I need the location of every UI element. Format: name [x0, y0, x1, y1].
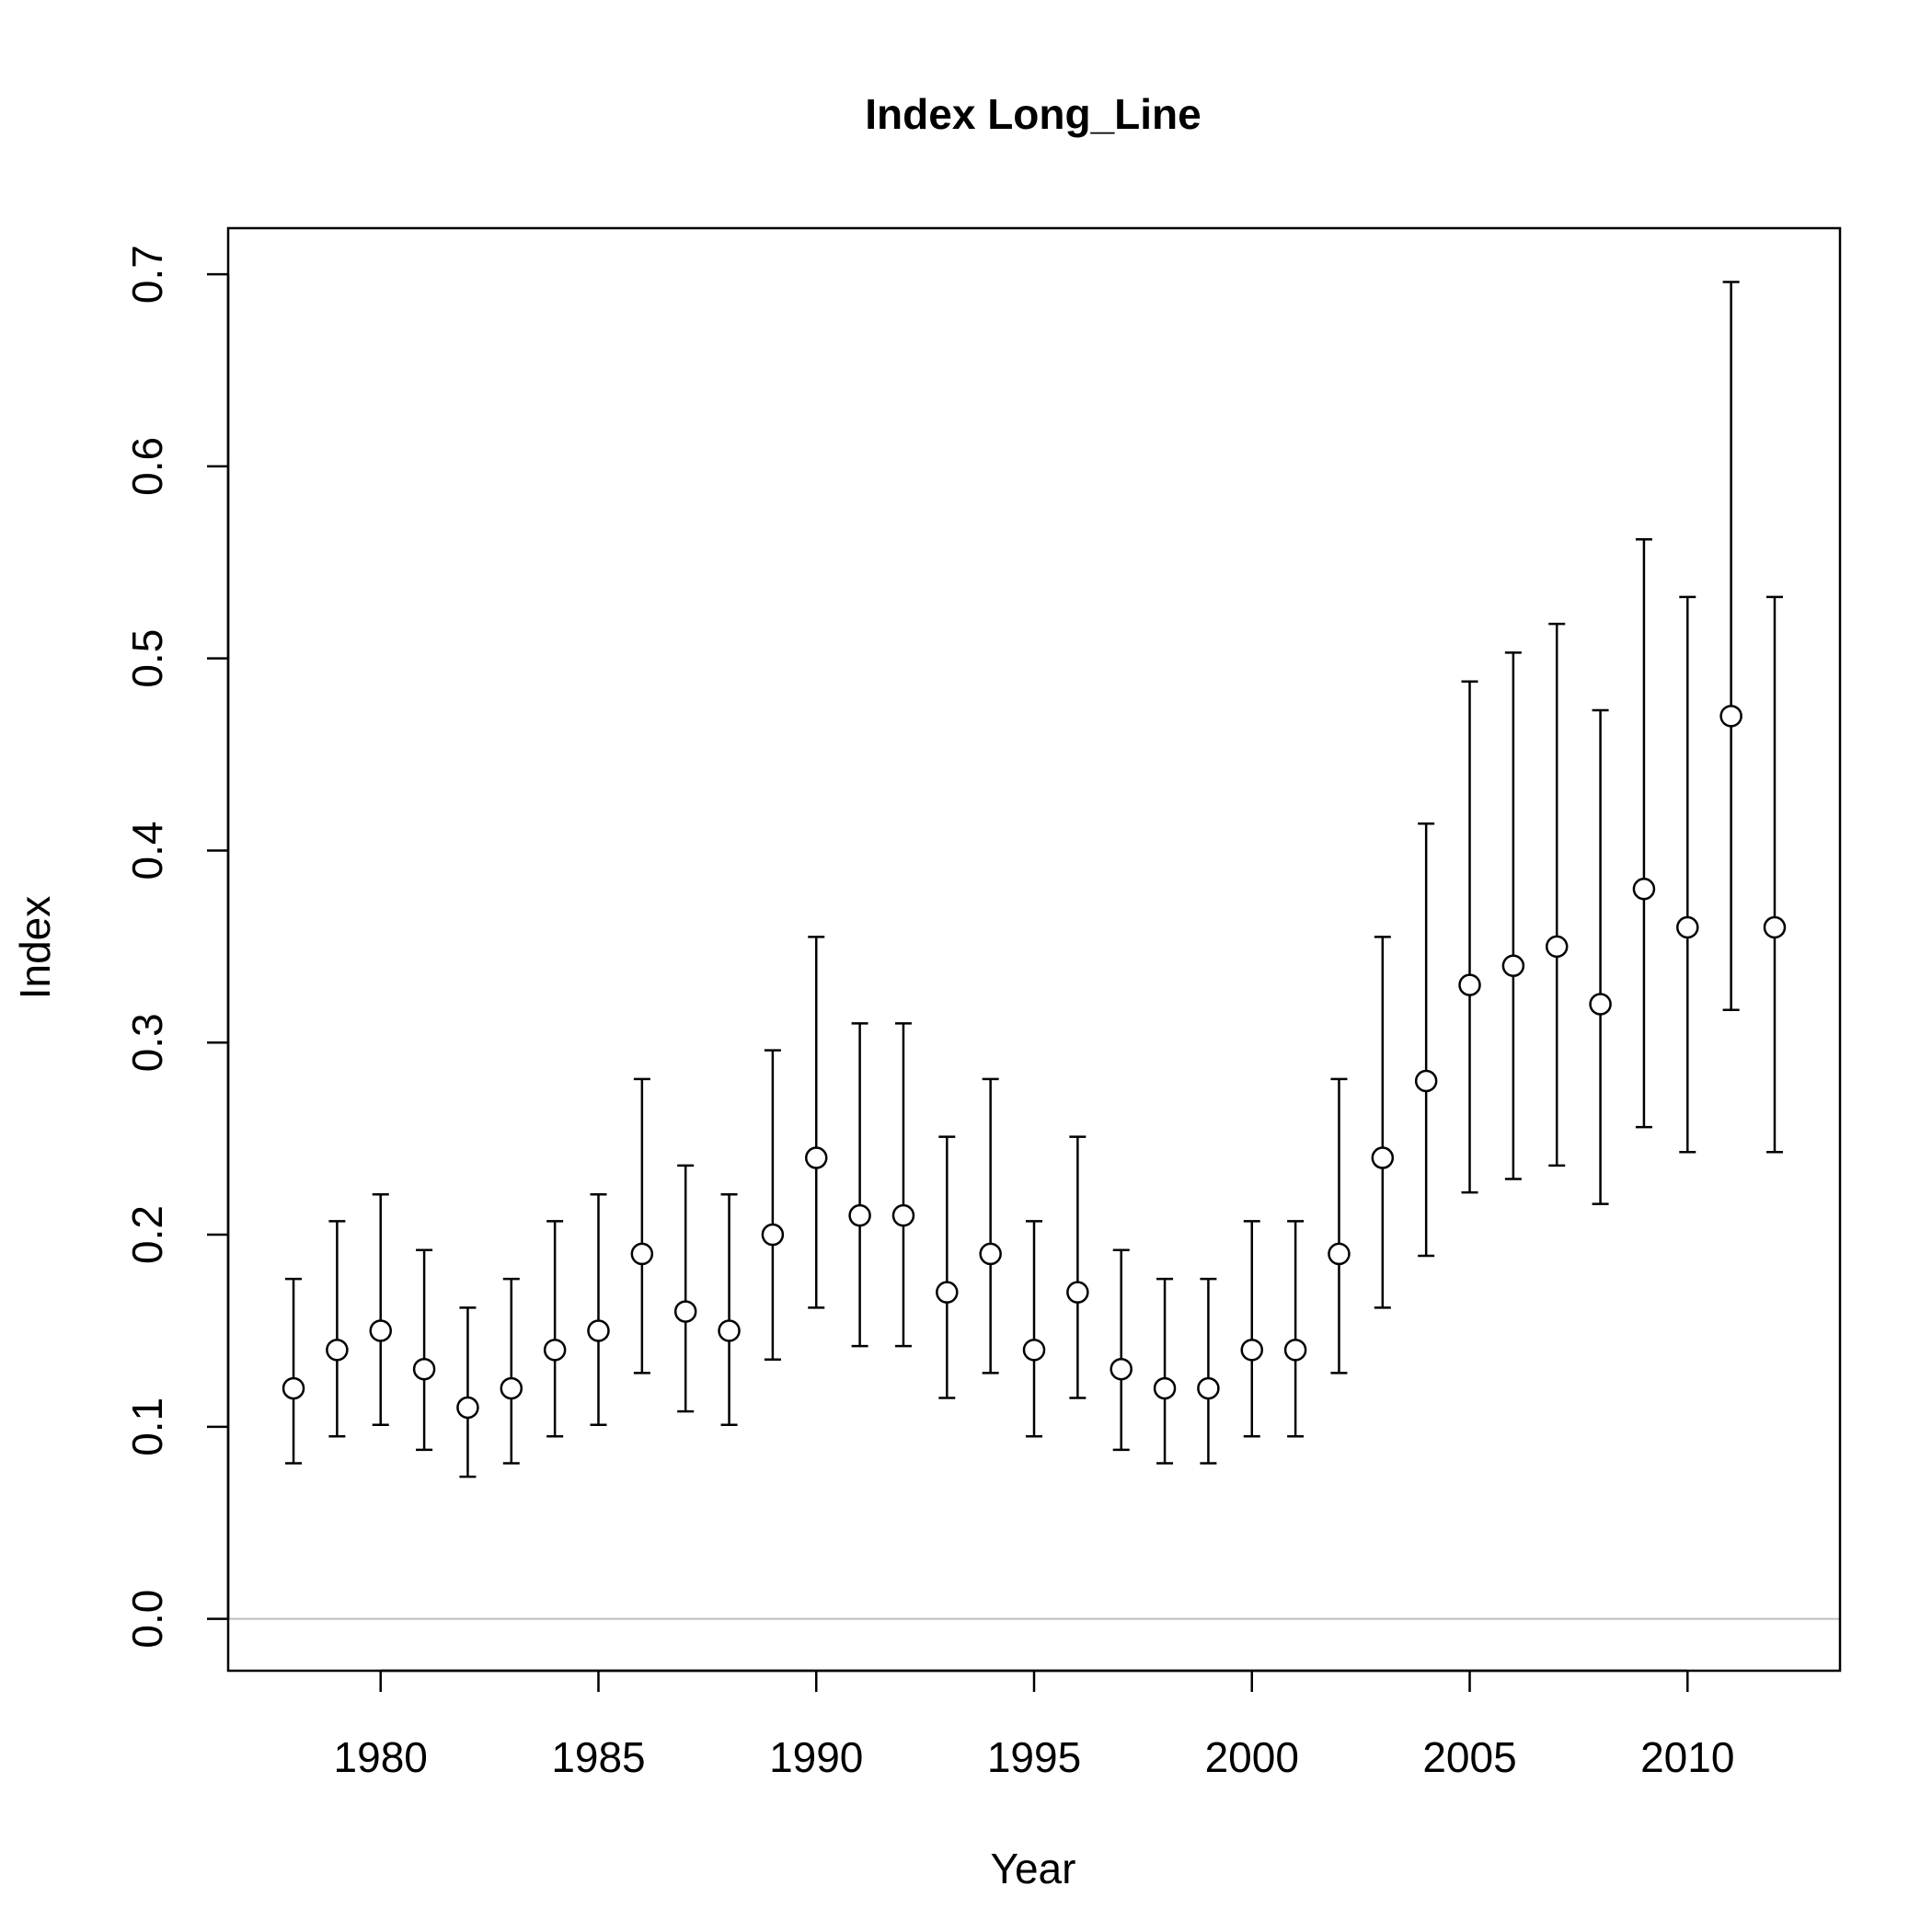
data-points [282, 705, 1787, 1420]
data-point [804, 1146, 828, 1169]
data-point [979, 1242, 1002, 1266]
error-bar [328, 1220, 346, 1438]
y-tick-label: 0.5 [123, 629, 171, 688]
x-tick-label: 1990 [769, 1733, 863, 1781]
error-bar [982, 1077, 999, 1374]
error-bar [1635, 537, 1652, 1129]
y-tick-label: 0.6 [123, 437, 171, 496]
data-point [1501, 954, 1525, 977]
data-point [848, 1203, 871, 1227]
error-bar [1548, 622, 1566, 1167]
x-tick-label: 1980 [334, 1733, 428, 1781]
data-point [282, 1376, 305, 1400]
error-bar [720, 1192, 738, 1427]
data-point [1197, 1376, 1220, 1400]
error-bar [1504, 651, 1522, 1180]
y-tick-label: 0.1 [123, 1397, 171, 1456]
error-bar [1592, 708, 1609, 1205]
error-bars [285, 281, 1783, 1478]
error-bar [851, 1022, 868, 1348]
error-bar [1330, 1077, 1348, 1374]
x-axis: 1980 1985 1990 1995 2000 2005 2010 [334, 1669, 1734, 1781]
y-tick-label: 0.4 [123, 821, 171, 880]
error-bar [590, 1192, 607, 1427]
error-bar [285, 1277, 303, 1465]
error-bar [1374, 936, 1391, 1309]
error-bar [1287, 1220, 1305, 1438]
x-axis-label: Year [991, 1845, 1076, 1892]
x-tick-label: 2000 [1205, 1733, 1299, 1781]
error-bar [372, 1192, 389, 1427]
data-point [1589, 993, 1612, 1016]
data-point [587, 1319, 610, 1342]
data-point [891, 1203, 915, 1227]
data-point [369, 1319, 392, 1342]
data-point [1066, 1281, 1089, 1304]
plot-frame [226, 226, 1842, 1673]
y-axis-label: Index [11, 896, 59, 1000]
data-point [936, 1281, 959, 1304]
data-point [630, 1242, 654, 1266]
error-bar [633, 1077, 650, 1374]
error-bar [416, 1248, 433, 1452]
data-point [761, 1223, 785, 1247]
error-bar [1418, 822, 1435, 1258]
data-point [673, 1300, 697, 1323]
data-point [1676, 915, 1699, 939]
x-tick-label: 2010 [1640, 1733, 1734, 1781]
data-point [1458, 973, 1481, 996]
error-bar [894, 1022, 912, 1348]
error-bar [1243, 1220, 1260, 1438]
error-bar [677, 1164, 695, 1413]
x-tick-label: 2005 [1422, 1733, 1516, 1781]
data-point [1153, 1376, 1177, 1400]
data-point [326, 1339, 349, 1362]
data-point [1110, 1357, 1133, 1381]
data-point [500, 1376, 523, 1400]
data-point [1632, 877, 1656, 901]
x-tick-label: 1995 [987, 1733, 1081, 1781]
data-point [1545, 935, 1569, 959]
data-point [1371, 1146, 1395, 1169]
data-point [412, 1357, 436, 1381]
error-bar [1069, 1135, 1087, 1399]
y-tick-label: 0.3 [123, 1013, 171, 1072]
data-point [1414, 1069, 1438, 1093]
error-bar [546, 1220, 564, 1438]
y-tick-label: 0.7 [123, 245, 171, 304]
y-tick-label: 0.2 [123, 1205, 171, 1264]
x-tick-label: 1985 [551, 1733, 645, 1781]
data-point [543, 1339, 567, 1362]
data-point [1763, 915, 1787, 939]
data-point [1240, 1339, 1264, 1362]
error-bar [764, 1049, 781, 1362]
error-bar [459, 1306, 477, 1478]
error-bar [1200, 1277, 1217, 1465]
data-point [1022, 1339, 1046, 1362]
chart-title: Index Long_Line [865, 90, 1201, 138]
data-point [1328, 1242, 1351, 1266]
error-bar [938, 1135, 956, 1399]
error-bar [502, 1277, 520, 1465]
error-bar [1765, 595, 1783, 1154]
error-bar [1156, 1277, 1174, 1465]
error-bar [1722, 281, 1740, 1012]
error-bar [1112, 1248, 1130, 1452]
data-point [1283, 1339, 1307, 1362]
error-bar [1026, 1220, 1042, 1438]
data-point [456, 1396, 479, 1420]
data-point [718, 1319, 741, 1342]
error-bar [808, 936, 825, 1309]
error-bar [1461, 680, 1478, 1194]
error-bar [1679, 595, 1696, 1154]
y-tick-label: 0.0 [123, 1590, 171, 1649]
data-point [1719, 705, 1742, 728]
